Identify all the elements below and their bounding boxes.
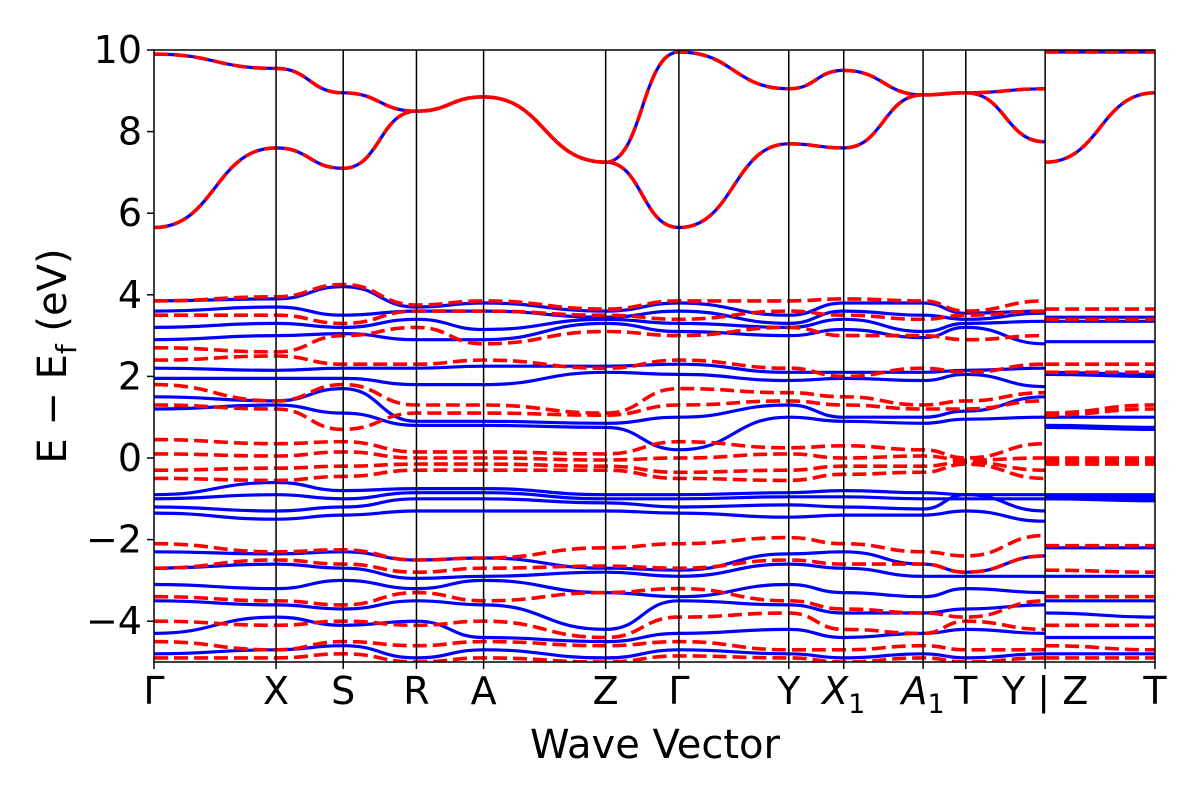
blue-solid-band-10-seg-0	[154, 480, 1046, 497]
blue-solid-band-9-seg-1	[1045, 425, 1155, 431]
x-tick-label: S	[331, 669, 355, 713]
y-tick-label: 6	[118, 191, 142, 235]
x-tick-label: T	[953, 669, 978, 713]
red-dashed-band-7-seg-0	[154, 399, 1046, 432]
y-tick-label: −2	[86, 518, 142, 562]
blue-solid-band-5-seg-0	[154, 321, 1046, 346]
blue-solid-band-5-seg-1	[1045, 370, 1155, 376]
y-tick-label: 8	[118, 110, 142, 154]
x-tick-label: T	[1142, 669, 1167, 713]
red-dashed-band-16-seg-1	[1045, 643, 1155, 652]
y-tick-label: −4	[86, 599, 142, 643]
red-dashed-band-0-seg-1	[1045, 91, 1155, 164]
blue-solid-band-6-seg-1	[1045, 372, 1155, 378]
red-dashed-band-2-seg-0	[154, 282, 1046, 313]
high-symmetry-lines	[275, 50, 1046, 662]
blue-solid-band-13-seg-0	[154, 509, 1046, 523]
x-tick-label: A1	[898, 669, 944, 720]
red-dashed-band-14-seg-0	[154, 586, 1046, 619]
x-axis-label: Wave Vector	[530, 722, 781, 768]
y-axis-label: E − Ef (eV)	[30, 248, 83, 463]
y-tick-label: 2	[118, 354, 142, 398]
blue-solid-band-0-seg-0	[154, 91, 1046, 230]
red-dashed-band-4-seg-0	[154, 325, 1046, 354]
red-dashed-band-12-seg-0	[154, 533, 1046, 562]
y-tick-label: 10	[94, 28, 142, 72]
red-dashed-band-1-seg-0	[154, 50, 1046, 165]
red-dashed-band-13-seg-1	[1045, 568, 1155, 574]
blue-solid-band-14-seg-0	[154, 550, 1046, 574]
blue-solid-band-1-seg-0	[154, 50, 1046, 164]
x-tick-label: Γ	[143, 669, 164, 713]
red-dashed-band-15-seg-0	[154, 611, 1046, 640]
y-tick-label: 4	[118, 273, 142, 317]
red-dashed-band-7-seg-1	[1045, 407, 1155, 417]
x-tick-label: Y	[776, 669, 801, 713]
x-tick-label: Y | Z	[1001, 669, 1088, 714]
y-tick-label: 0	[118, 436, 142, 480]
x-tick-label: Z	[593, 669, 619, 713]
x-tick-label: X	[263, 669, 289, 713]
blue-solid-band-17-seg-1	[1045, 611, 1155, 619]
blue-solid-band-8-seg-1	[1045, 423, 1155, 429]
x-tick-label: A	[471, 669, 497, 713]
x-tick-label: R	[403, 669, 429, 713]
blue-solid-band-13-seg-1	[1045, 497, 1155, 503]
x-tick-label: X1	[820, 669, 865, 720]
blue-solid-band-7-seg-0	[154, 370, 1046, 389]
y-axis-ticks: −4 −2 0 2 4 6 8 10	[86, 28, 154, 643]
red-dashed-band-0-seg-0	[154, 90, 1046, 230]
plot-frame	[153, 49, 1156, 663]
blue-solid-band-4-seg-0	[154, 317, 1046, 334]
x-tick-label: Γ	[668, 669, 689, 713]
